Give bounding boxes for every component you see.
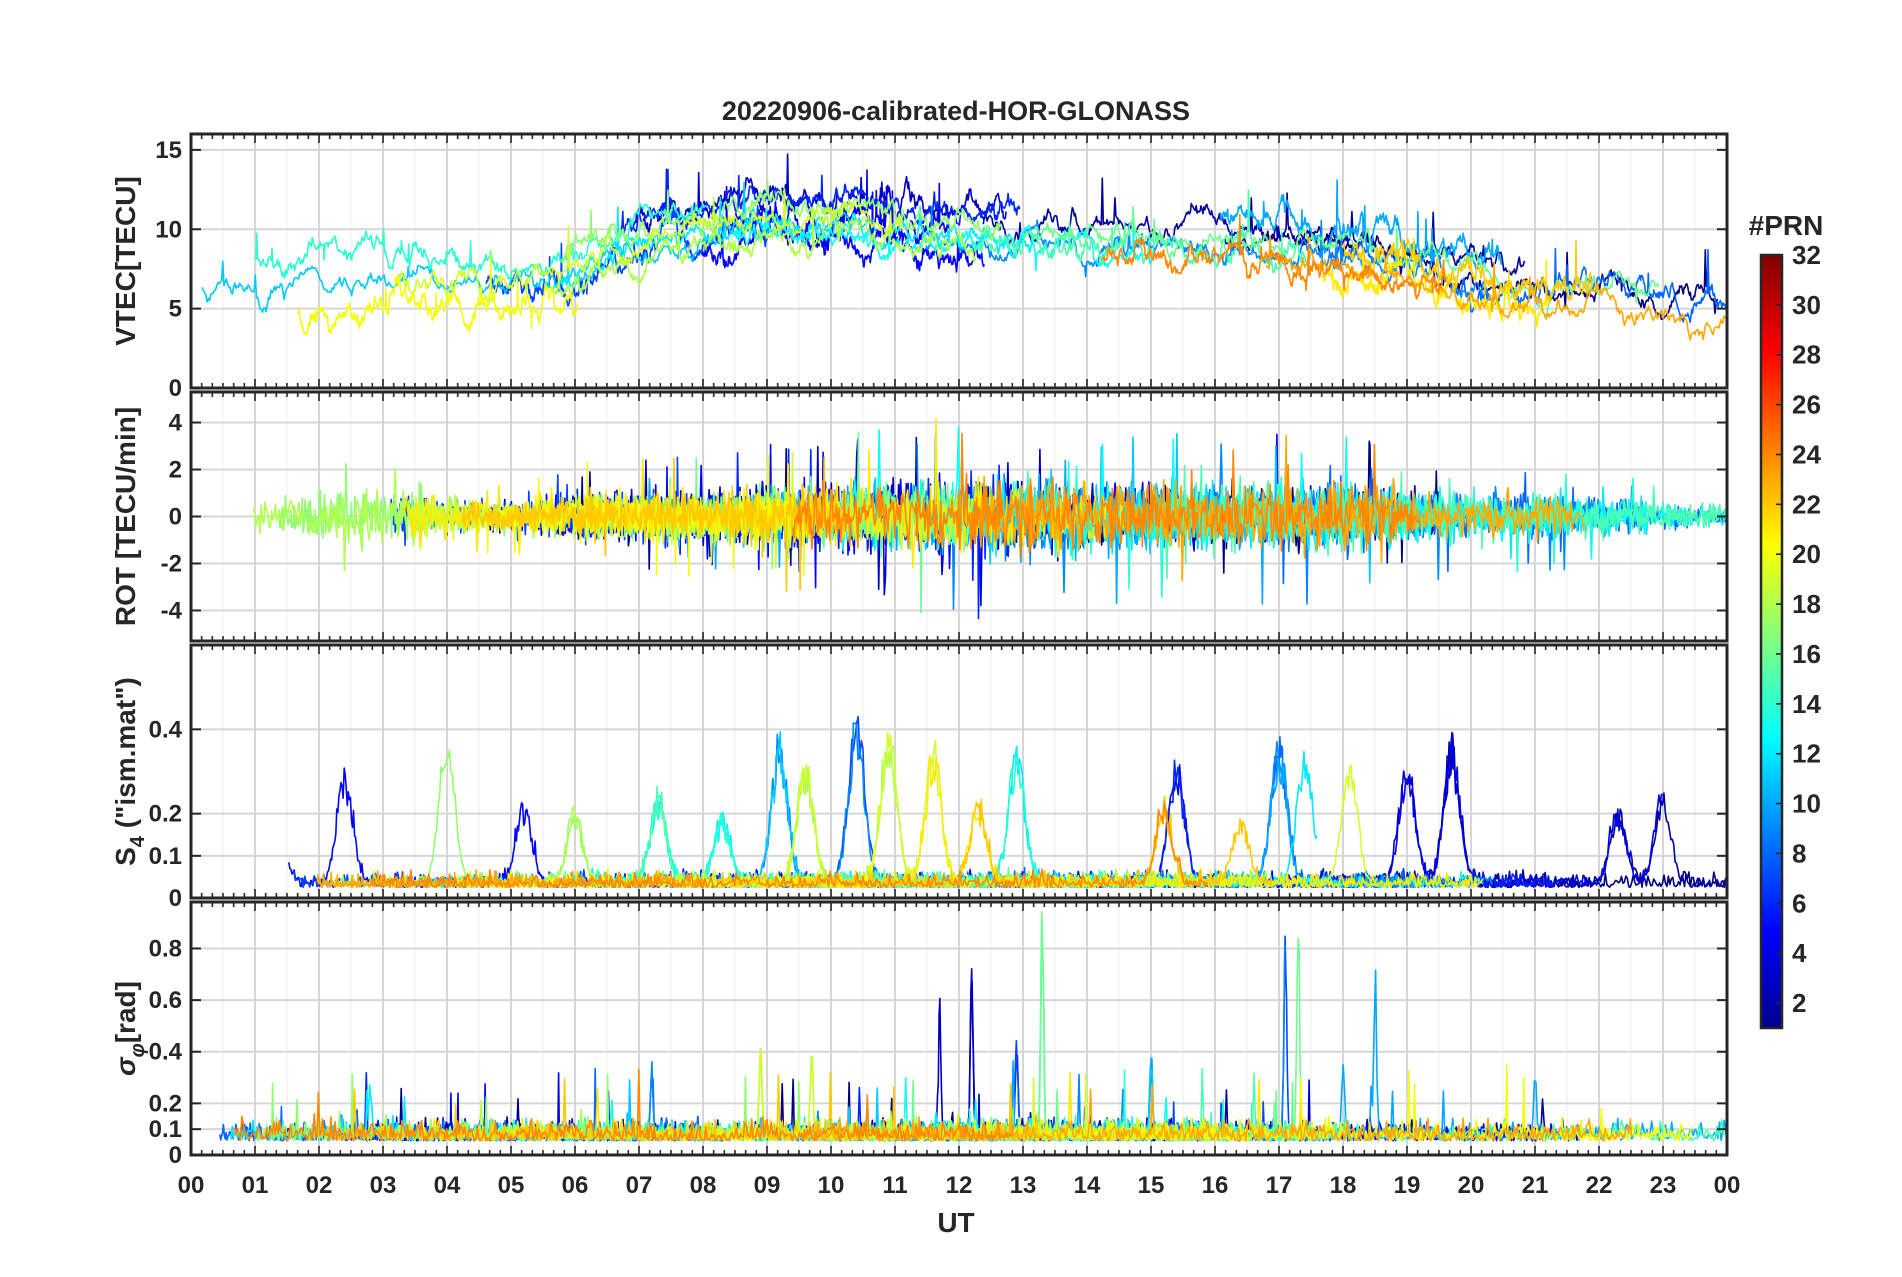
colorbar-label: #PRN xyxy=(1749,210,1824,241)
panel-s4: 0 0.1 0.2 0.4S4 ("ism.mat") xyxy=(110,645,1727,912)
x-tick-label: 22 xyxy=(1586,1172,1613,1199)
colorbar-tick-label: 12 xyxy=(1792,739,1821,769)
x-axis-label: UT xyxy=(937,1207,974,1238)
panel-rot-ylabel: ROT [TECU/min] xyxy=(110,407,141,626)
x-tick-label: 20 xyxy=(1458,1172,1485,1199)
x-tick-label: 16 xyxy=(1202,1172,1229,1199)
colorbar-tick-label: 24 xyxy=(1792,439,1821,469)
x-tick-label: 10 xyxy=(818,1172,845,1199)
ylabel-suffix: [rad] xyxy=(110,981,141,1043)
panel-vtec: 0 5 10 15 VTEC[TECU] xyxy=(110,134,1727,402)
y-tick-label: -2 xyxy=(161,550,182,577)
colorbar-tick-label: 26 xyxy=(1792,390,1821,420)
x-tick-label: 23 xyxy=(1650,1172,1677,1199)
x-tick-label: 00 xyxy=(1714,1172,1741,1199)
y-tick-label: 4 xyxy=(169,410,183,437)
y-tick-label: 0.6 xyxy=(149,987,182,1014)
chart-title: 20220906-calibrated-HOR-GLONASS xyxy=(722,96,1190,126)
x-tick-label: 06 xyxy=(562,1172,589,1199)
x-tick-label: 13 xyxy=(1010,1172,1037,1199)
x-tick-label: 17 xyxy=(1266,1172,1293,1199)
y-tick-label: 5 xyxy=(169,296,182,323)
y-tick-label: 0 xyxy=(169,885,182,912)
x-tick-label: 04 xyxy=(434,1172,461,1199)
x-tick-label: 07 xyxy=(626,1172,653,1199)
x-tick-label: 11 xyxy=(882,1172,907,1199)
y-tick-label: 0.1 xyxy=(149,843,182,870)
y-tick-label: 0 xyxy=(169,375,182,402)
colorbar-tick-label: 4 xyxy=(1792,938,1807,968)
y-tick-label: -4 xyxy=(161,597,183,624)
y-tick-label: 0.8 xyxy=(149,935,182,962)
x-tick-label: 15 xyxy=(1138,1172,1165,1199)
colorbar-tick-label: 28 xyxy=(1792,340,1821,370)
panel-sigma_phi-ylabel: σφ[rad] xyxy=(110,981,149,1076)
colorbar-tick-label: 16 xyxy=(1792,639,1821,669)
ylabel-main: S xyxy=(110,847,141,866)
colorbar-tick-label: 20 xyxy=(1792,539,1821,569)
x-tick-label: 14 xyxy=(1074,1172,1101,1199)
x-tick-label: 05 xyxy=(498,1172,525,1199)
x-tick-label: 21 xyxy=(1522,1172,1549,1199)
panel-vtec-ylabel: VTEC[TECU] xyxy=(110,176,141,346)
x-tick-label: 12 xyxy=(946,1172,973,1199)
colorbar-tick-label: 2 xyxy=(1792,988,1806,1018)
y-tick-label: 15 xyxy=(155,137,182,164)
y-tick-label: 0.2 xyxy=(149,801,182,828)
y-tick-label: 0 xyxy=(169,504,182,531)
x-tick-label: 03 xyxy=(370,1172,397,1199)
x-tick-label: 08 xyxy=(690,1172,717,1199)
colorbar-tick-label: 10 xyxy=(1792,789,1821,819)
panel-rot: -4 -2 0 2 4 ROT [TECU/min] xyxy=(110,392,1727,641)
y-tick-label: 0.4 xyxy=(149,1039,183,1066)
panel-sigma_phi: 00.10.20.40.60.8σφ[rad] xyxy=(110,902,1727,1169)
colorbar-gradient xyxy=(1761,255,1782,1028)
ylabel-main: σ xyxy=(110,1056,141,1076)
y-tick-label: 0.4 xyxy=(149,716,183,743)
colorbar-tick-label: 8 xyxy=(1792,838,1806,868)
colorbar-tick-label: 30 xyxy=(1792,290,1821,320)
ylabel-suffix: ("ism.mat") xyxy=(110,677,141,836)
x-tick-label: 09 xyxy=(754,1172,781,1199)
panel-s4-ylabel: S4 ("ism.mat") xyxy=(110,677,149,866)
x-tick-label: 01 xyxy=(242,1172,269,1199)
colorbar-tick-label: 6 xyxy=(1792,888,1806,918)
y-tick-label: 2 xyxy=(169,457,182,484)
x-tick-labels: 00 01 02 03 04 05 06 07 08 09 10 11 12 13 14 15 16 17 18 19… xyxy=(178,1172,1741,1199)
ylabel-subscript: φ xyxy=(127,1043,149,1057)
y-tick-label: 0.1 xyxy=(149,1116,182,1143)
colorbar-tick-label: 14 xyxy=(1792,689,1821,719)
colorbar-tick-label: 18 xyxy=(1792,589,1821,619)
x-tick-label: 18 xyxy=(1330,1172,1357,1199)
x-tick-label: 00 xyxy=(178,1172,205,1199)
colorbar-tick-label: 22 xyxy=(1792,489,1821,519)
y-tick-label: 10 xyxy=(155,216,182,243)
x-tick-label: 19 xyxy=(1394,1172,1421,1199)
x-tick-label: 02 xyxy=(306,1172,333,1199)
colorbar-tick-label: 32 xyxy=(1792,240,1821,270)
y-tick-label: 0.2 xyxy=(149,1090,182,1117)
y-tick-label: 0 xyxy=(169,1142,182,1169)
